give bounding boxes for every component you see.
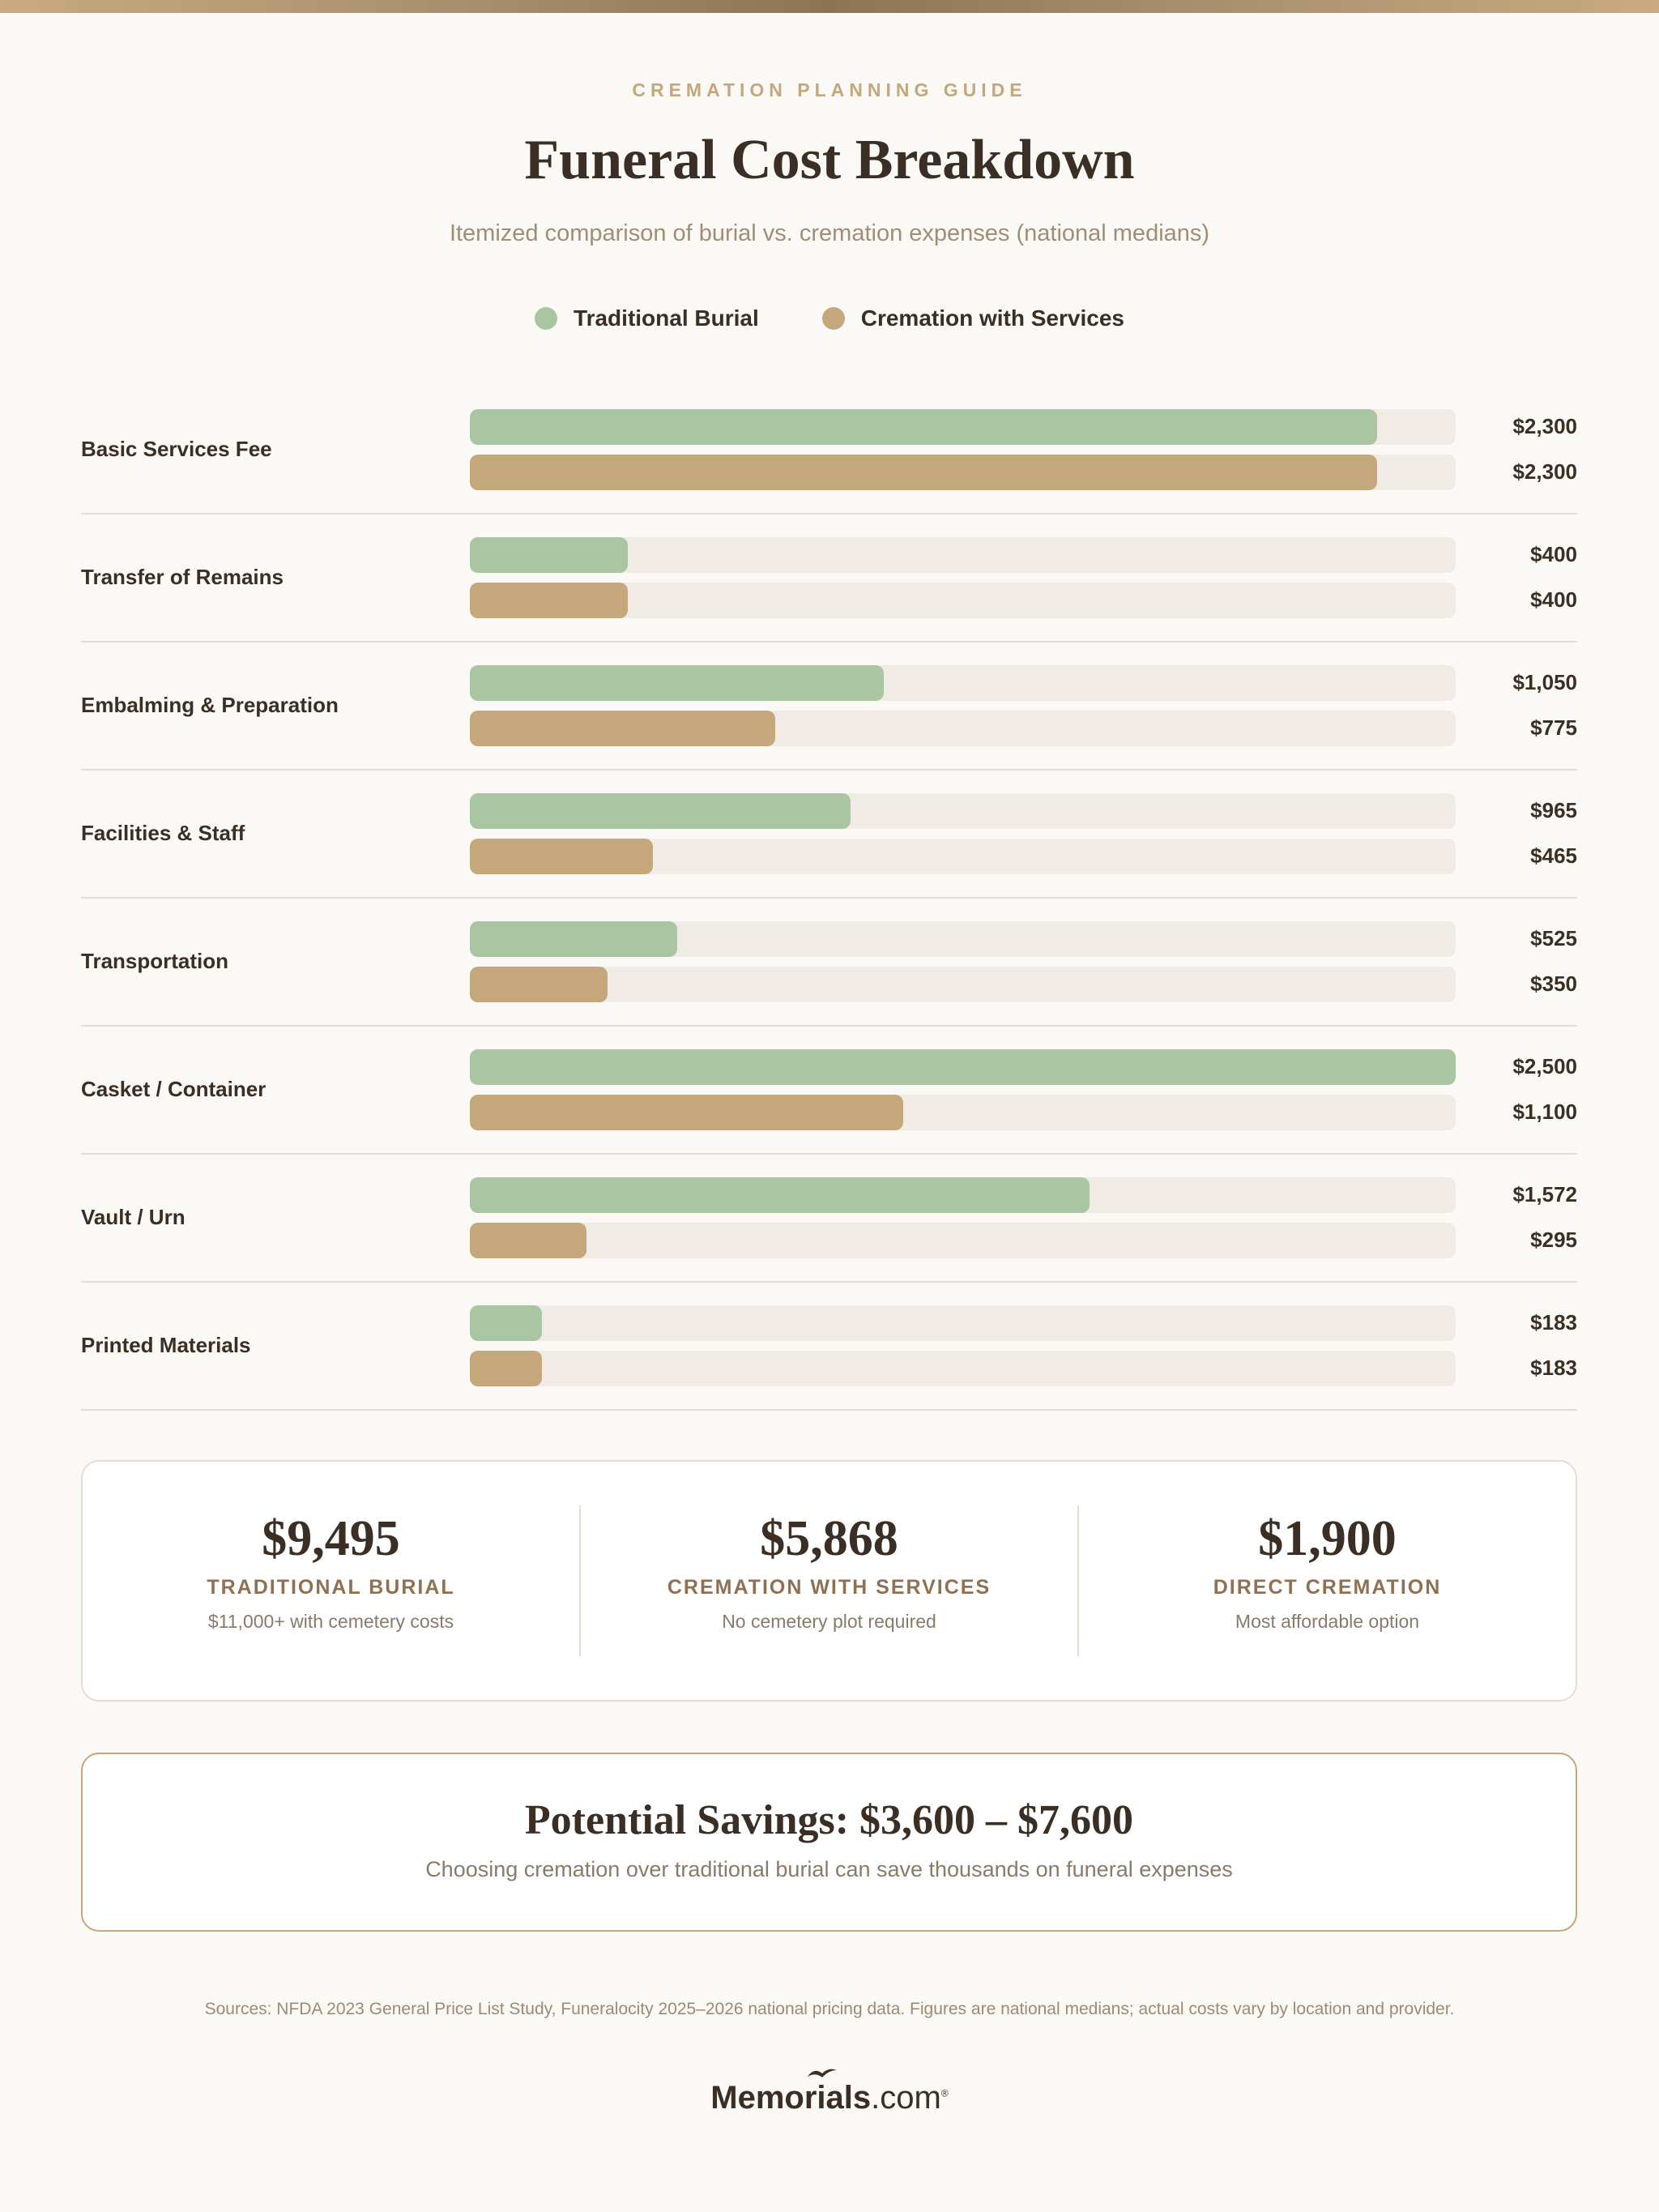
bar-cremation-services bbox=[470, 711, 776, 746]
legend: Traditional Burial Cremation with Servic… bbox=[0, 305, 1659, 331]
bar-track bbox=[470, 921, 1456, 957]
totals-card: $9,495 TRADITIONAL BURIAL $11,000+ with … bbox=[81, 1460, 1577, 1702]
value-label: $295 bbox=[1530, 1228, 1577, 1252]
value-label: $400 bbox=[1530, 542, 1577, 566]
bar-track bbox=[470, 455, 1456, 490]
chart-row: Printed Materials $183 $183 bbox=[81, 1283, 1577, 1411]
category-label: Vault / Urn bbox=[81, 1205, 186, 1229]
stat-traditional-burial: $9,495 TRADITIONAL BURIAL $11,000+ with … bbox=[83, 1505, 579, 1656]
value-label: $965 bbox=[1530, 798, 1577, 822]
bar-traditional-burial bbox=[470, 665, 885, 701]
stat-note: No cemetery plot required bbox=[722, 1611, 936, 1632]
savings-text: Choosing cremation over traditional buri… bbox=[425, 1857, 1233, 1881]
savings-card: Potential Savings: $3,600 – $7,600 Choos… bbox=[81, 1753, 1577, 1932]
value-label: $2,300 bbox=[1512, 414, 1577, 438]
category-label: Basic Services Fee bbox=[81, 437, 272, 461]
bar-track bbox=[470, 583, 1456, 618]
value-label: $525 bbox=[1530, 926, 1577, 950]
registered-mark: ® bbox=[940, 2087, 949, 2099]
legend-item-burial: Traditional Burial bbox=[535, 305, 759, 331]
chart-row: Transfer of Remains $400 $400 bbox=[81, 515, 1577, 643]
bar-traditional-burial bbox=[470, 793, 851, 829]
value-label: $400 bbox=[1530, 587, 1577, 612]
bar-cremation-services bbox=[470, 1095, 904, 1130]
chart-row: Facilities & Staff $965 $465 bbox=[81, 771, 1577, 899]
bar-track bbox=[470, 409, 1456, 445]
category-label: Casket / Container bbox=[81, 1077, 267, 1101]
page-title: Funeral Cost Breakdown bbox=[524, 129, 1135, 191]
value-label: $183 bbox=[1530, 1310, 1577, 1334]
bar-track bbox=[470, 665, 1456, 701]
bar-track bbox=[470, 537, 1456, 573]
chart-row: Vault / Urn $1,572 $295 bbox=[81, 1155, 1577, 1283]
bar-cremation-services bbox=[470, 1351, 543, 1386]
bar-traditional-burial bbox=[470, 537, 628, 573]
bar-track bbox=[470, 1177, 1456, 1213]
page-subtitle: Itemized comparison of burial vs. cremat… bbox=[449, 220, 1210, 246]
legend-item-cremation: Cremation with Services bbox=[821, 305, 1124, 331]
bar-track bbox=[470, 793, 1456, 829]
value-label: $2,500 bbox=[1512, 1054, 1577, 1078]
bar-cremation-services bbox=[470, 967, 608, 1002]
category-label: Embalming & Preparation bbox=[81, 693, 339, 717]
value-label: $1,572 bbox=[1512, 1182, 1577, 1206]
category-label: Transfer of Remains bbox=[81, 565, 284, 589]
stat-value: $1,900 bbox=[1258, 1511, 1397, 1566]
bar-track bbox=[470, 839, 1456, 874]
bar-traditional-burial bbox=[470, 409, 1377, 445]
logo-area: Memorials.com® bbox=[0, 2069, 1659, 2116]
eyebrow: CREMATION PLANNING GUIDE bbox=[632, 79, 1027, 100]
bar-track bbox=[470, 1305, 1456, 1341]
bar-cremation-services bbox=[470, 455, 1377, 490]
stat-note: Most affordable option bbox=[1235, 1611, 1420, 1632]
bar-track bbox=[470, 1095, 1456, 1130]
category-label: Facilities & Staff bbox=[81, 821, 245, 845]
bar-cremation-services bbox=[470, 839, 654, 874]
chart-row: Basic Services Fee $2,300 $2,300 bbox=[81, 386, 1577, 515]
stat-note: $11,000+ with cemetery costs bbox=[207, 1611, 454, 1632]
memorials-logo[interactable]: Memorials.com® bbox=[710, 2069, 949, 2116]
stat-direct-cremation: $1,900 DIRECT CREMATION Most affordable … bbox=[1077, 1505, 1576, 1656]
legend-dot-burial bbox=[535, 307, 558, 330]
chart-row: Casket / Container $2,500 $1,100 bbox=[81, 1027, 1577, 1155]
stat-value: $9,495 bbox=[262, 1511, 400, 1566]
bar-track bbox=[470, 967, 1456, 1002]
savings-title: Potential Savings: $3,600 – $7,600 bbox=[524, 1797, 1134, 1843]
stat-label: DIRECT CREMATION bbox=[1213, 1576, 1442, 1599]
value-label: $1,050 bbox=[1512, 670, 1577, 694]
value-label: $2,300 bbox=[1512, 459, 1577, 484]
legend-dot-cremation bbox=[821, 307, 845, 330]
bar-track bbox=[470, 1351, 1456, 1386]
bar-traditional-burial bbox=[470, 1305, 543, 1341]
bar-traditional-burial bbox=[470, 1049, 1456, 1085]
bar-track bbox=[470, 1049, 1456, 1085]
bird-icon bbox=[808, 2069, 838, 2077]
stat-label: TRADITIONAL BURIAL bbox=[207, 1576, 455, 1599]
bar-traditional-burial bbox=[470, 1177, 1090, 1213]
logo-main: Memorials bbox=[710, 2080, 872, 2116]
bar-cremation-services bbox=[470, 583, 628, 618]
logo-suffix: .com bbox=[871, 2080, 941, 2116]
stat-label: CREMATION WITH SERVICES bbox=[667, 1576, 992, 1599]
value-label: $465 bbox=[1530, 843, 1577, 868]
value-label: $183 bbox=[1530, 1356, 1577, 1380]
category-label: Transportation bbox=[81, 949, 229, 973]
chart-row: Transportation $525 $350 bbox=[81, 899, 1577, 1027]
bar-track bbox=[470, 711, 1456, 746]
category-label: Printed Materials bbox=[81, 1333, 251, 1357]
bar-chart: Basic Services Fee $2,300 $2,300 Transfer o… bbox=[81, 386, 1577, 1411]
bar-cremation-services bbox=[470, 1223, 586, 1258]
value-label: $350 bbox=[1530, 971, 1577, 996]
bar-track bbox=[470, 1223, 1456, 1258]
chart-row: Embalming & Preparation $1,050 $775 bbox=[81, 643, 1577, 771]
stat-value: $5,868 bbox=[760, 1511, 898, 1566]
bar-traditional-burial bbox=[470, 921, 677, 957]
legend-label: Cremation with Services bbox=[860, 305, 1124, 331]
legend-label: Traditional Burial bbox=[574, 305, 759, 331]
value-label: $1,100 bbox=[1512, 1100, 1577, 1124]
top-accent-bar bbox=[0, 0, 1659, 13]
sources-note: Sources: NFDA 2023 General Price List St… bbox=[204, 2000, 1455, 2018]
value-label: $775 bbox=[1530, 715, 1577, 740]
stat-cremation-services: $5,868 CREMATION WITH SERVICES No cemete… bbox=[579, 1505, 1077, 1656]
